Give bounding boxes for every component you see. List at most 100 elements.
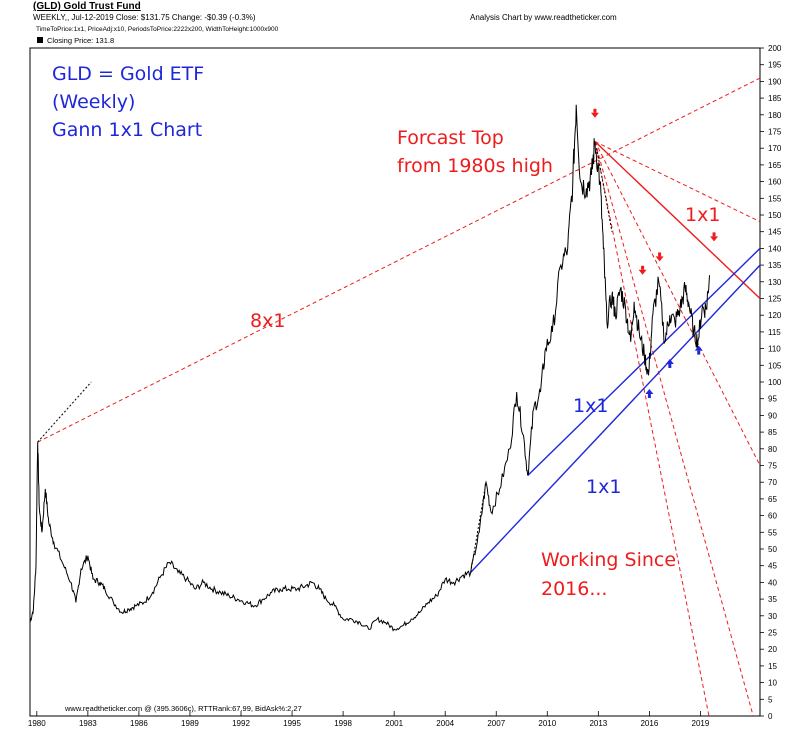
y-tick-label: 10 xyxy=(768,679,777,688)
arrow-shaft xyxy=(641,265,645,270)
x-tick-label: 2013 xyxy=(589,719,607,728)
x-tick-label: 1986 xyxy=(130,719,148,728)
gann-line-5 xyxy=(594,141,754,717)
arrow-head xyxy=(590,112,599,118)
x-tick-label: 1992 xyxy=(232,719,250,728)
arrow-shaft xyxy=(668,363,672,368)
arrow-shaft xyxy=(658,252,662,257)
arrow-head xyxy=(655,256,664,262)
y-tick-label: 100 xyxy=(768,378,782,387)
x-tick-label: 2001 xyxy=(385,719,403,728)
x-tick-label: 2019 xyxy=(692,719,710,728)
y-tick-label: 105 xyxy=(768,361,782,370)
y-tick-label: 45 xyxy=(768,562,777,571)
series-line-closing-price xyxy=(29,104,710,632)
x-tick-label: 1983 xyxy=(79,719,97,728)
y-tick-label: 55 xyxy=(768,528,777,537)
arrow-shaft xyxy=(712,232,716,237)
gann-lines xyxy=(37,77,761,717)
legend-swatch xyxy=(37,37,43,43)
label-blue-1x1-upper: 1x1 xyxy=(573,395,608,417)
gann-line-3 xyxy=(594,141,761,223)
gann-line-4 xyxy=(594,141,761,466)
arrow-head xyxy=(710,236,719,242)
y-tick-label: 25 xyxy=(768,629,777,638)
y-tick-label: 200 xyxy=(768,44,782,53)
y-tick-label: 160 xyxy=(768,178,782,187)
gann-line-7 xyxy=(527,247,761,477)
y-tick-label: 75 xyxy=(768,462,777,471)
y-tick-label: 140 xyxy=(768,244,782,253)
gann-line-10 xyxy=(470,482,487,573)
y-tick-label: 150 xyxy=(768,211,782,220)
marker-down-4 xyxy=(710,232,719,242)
arrow-shaft xyxy=(647,394,651,399)
x-tick-label: 1980 xyxy=(28,719,46,728)
chart-title[interactable]: (GLD) Gold Trust Fund xyxy=(33,1,141,12)
arrow-head xyxy=(645,389,654,395)
legend-entry: Closing Price: 131.8 xyxy=(47,36,114,45)
arrow-shaft xyxy=(593,108,597,113)
y-tick-label: 85 xyxy=(768,428,777,437)
y-tick-label: 125 xyxy=(768,295,782,304)
marker-down-3 xyxy=(655,252,664,262)
turning-point-markers xyxy=(590,108,719,399)
y-tick-label: 65 xyxy=(768,495,777,504)
plot-area xyxy=(29,47,761,717)
y-tick-label: 170 xyxy=(768,144,782,153)
params-line: TimeToPrice:1x1, PriceAdj:x10, PeriodsTo… xyxy=(36,26,279,33)
y-tick-label: 155 xyxy=(768,194,782,203)
y-tick-label: 40 xyxy=(768,578,777,587)
label-blue-1x1-lower: 1x1 xyxy=(586,476,621,498)
y-tick-label: 15 xyxy=(768,662,777,671)
label-red-1x1: 1x1 xyxy=(685,204,720,226)
marker-down-2 xyxy=(638,265,647,275)
gann-line-2 xyxy=(594,141,761,300)
arrow-shaft xyxy=(697,350,701,355)
y-tick-label: 145 xyxy=(768,228,782,237)
arrow-head xyxy=(638,269,647,275)
label-8x1: 8x1 xyxy=(250,310,285,332)
x-tick-label: 2010 xyxy=(538,719,556,728)
y-tick-label: 80 xyxy=(768,445,777,454)
x-tick-label: 2004 xyxy=(436,719,454,728)
marker-up-6 xyxy=(665,358,674,368)
marker-down-1 xyxy=(590,108,599,118)
x-tick-label: 2007 xyxy=(487,719,505,728)
gann-line-9 xyxy=(37,381,92,443)
y-tick-label: 20 xyxy=(768,645,777,654)
y-tick-label: 130 xyxy=(768,278,782,287)
x-tick-label: 1998 xyxy=(334,719,352,728)
arrow-head xyxy=(665,358,674,364)
y-tick-label: 180 xyxy=(768,111,782,120)
annotation-title-1: GLD = Gold ETF xyxy=(52,63,204,85)
annotation-title-3: Gann 1x1 Chart xyxy=(52,119,202,141)
y-tick-label: 190 xyxy=(768,77,782,86)
gann-line-8 xyxy=(470,264,761,573)
quote-line: WEEKLY,, Jul-12-2019 Close: $131.75 Chan… xyxy=(33,13,256,22)
y-tick-label: 195 xyxy=(768,61,782,70)
y-tick-label: 70 xyxy=(768,478,777,487)
arrow-head xyxy=(694,345,703,351)
y-tick-label: 90 xyxy=(768,411,777,420)
annotation-working-2: 2016... xyxy=(541,578,607,600)
y-tick-label: 135 xyxy=(768,261,782,270)
y-tick-label: 5 xyxy=(768,695,773,704)
y-tick-label: 30 xyxy=(768,612,777,621)
y-tick-label: 175 xyxy=(768,128,782,137)
y-tick-label: 120 xyxy=(768,311,782,320)
gann-line-1 xyxy=(37,77,761,443)
marker-up-7 xyxy=(694,345,703,355)
y-tick-label: 0 xyxy=(768,712,773,721)
y-tick-label: 110 xyxy=(768,345,781,354)
y-tick-label: 60 xyxy=(768,512,777,521)
y-tick-label: 185 xyxy=(768,94,782,103)
y-axis: 0 5 10 15 20 25 30 35 40 45 50 55 60 65 70 75 80 85 90 95 10… xyxy=(760,44,782,721)
annotation-title-2: (Weekly) xyxy=(52,91,135,113)
annotation-forecast-1: Forcast Top xyxy=(397,127,504,149)
annotation-forecast-2: from 1980s high xyxy=(397,155,553,177)
annotation-working-1: Working Since xyxy=(541,549,676,571)
x-tick-label: 2016 xyxy=(640,719,658,728)
y-tick-label: 50 xyxy=(768,545,777,554)
